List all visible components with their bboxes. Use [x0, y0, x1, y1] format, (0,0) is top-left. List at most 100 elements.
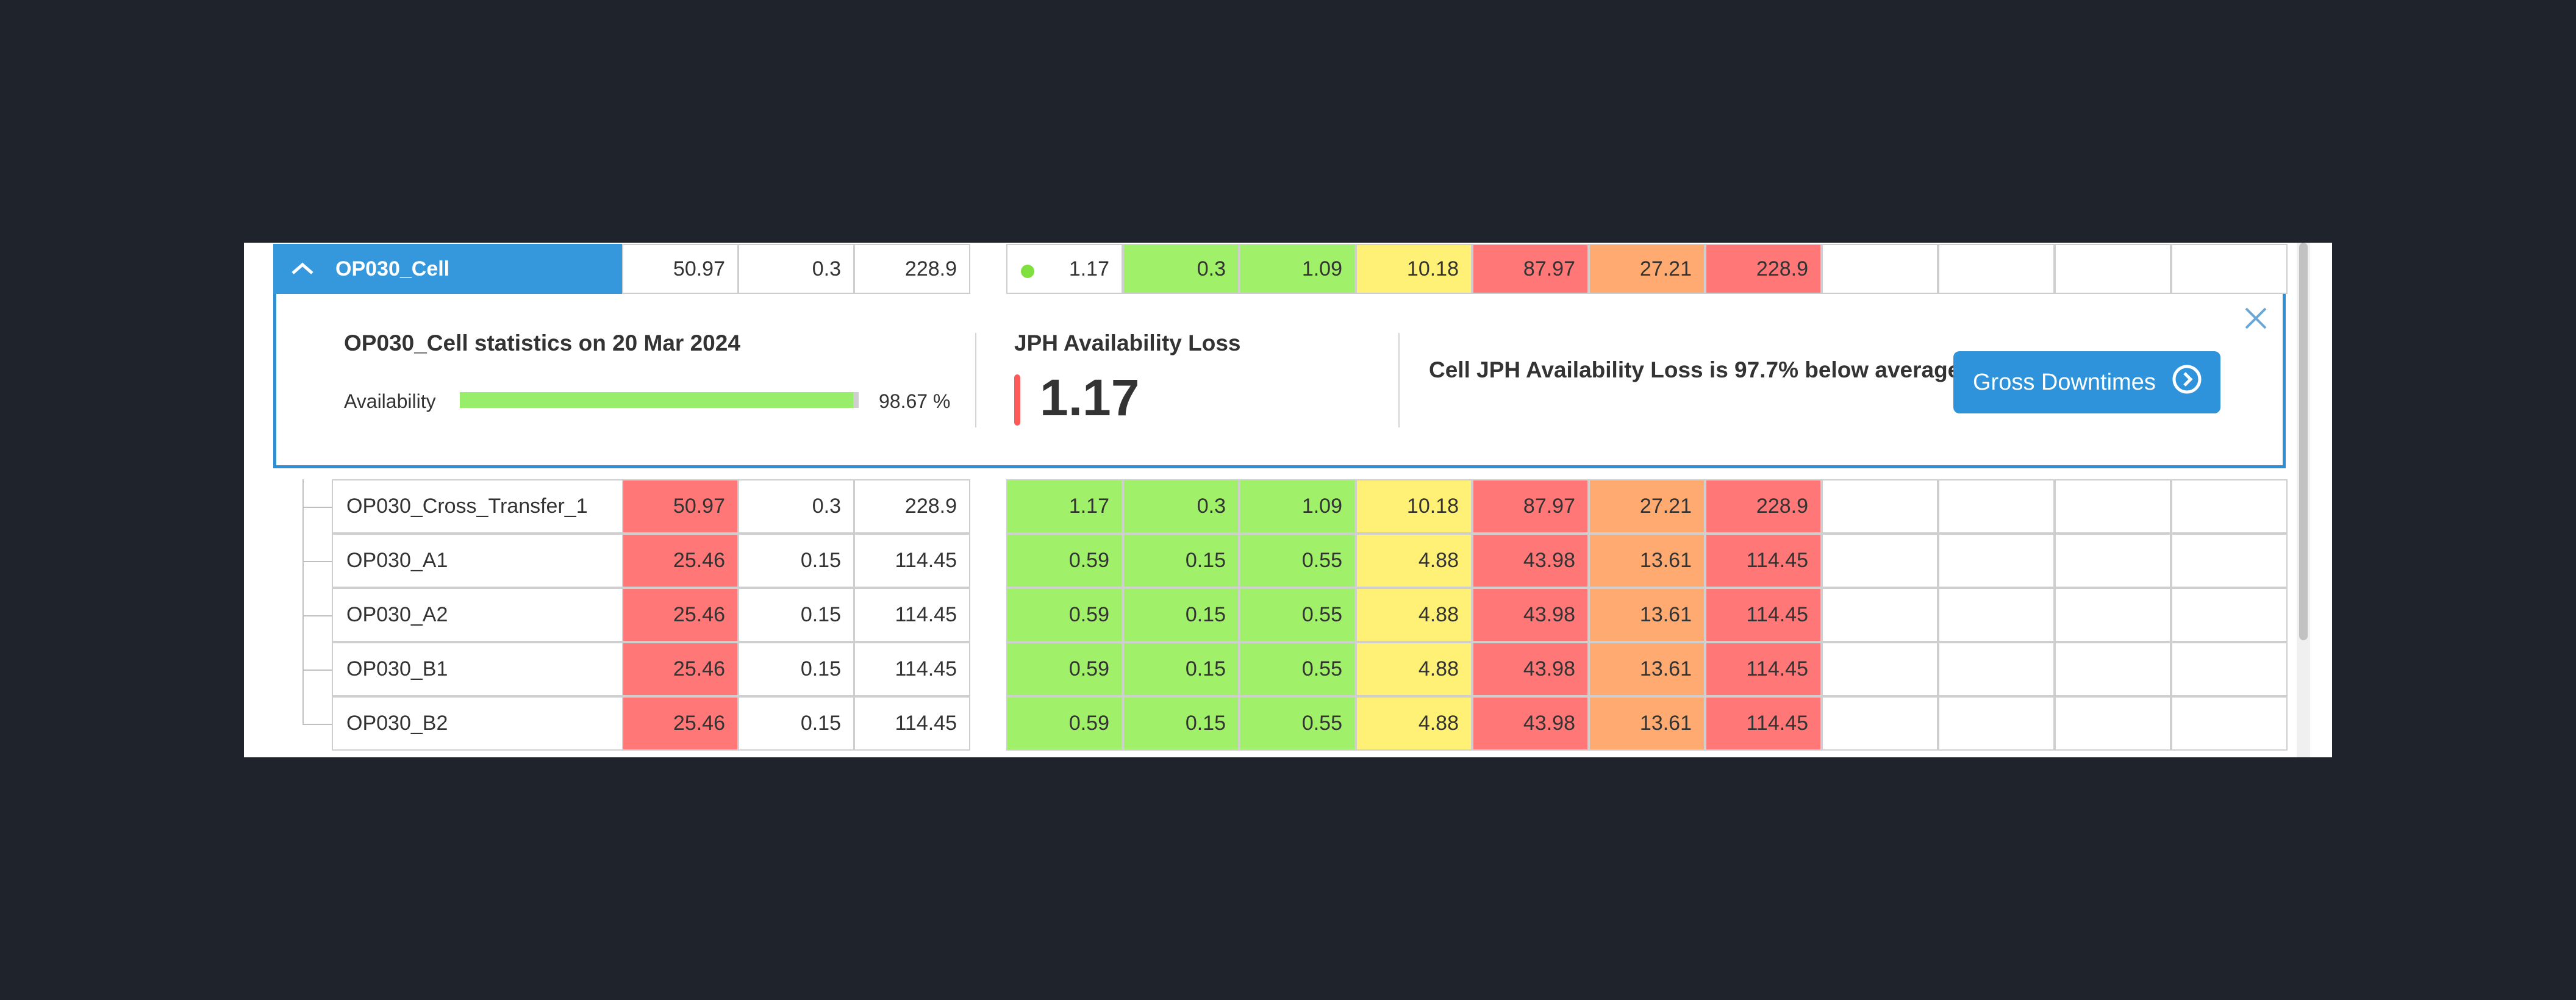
row-metric-cell: 0.59 — [1006, 642, 1123, 696]
row-metric-cell: 0.15 — [1123, 642, 1239, 696]
tree-branch — [302, 723, 332, 725]
row-value-cell: 0.15 — [738, 588, 854, 642]
header-metric-cell: 228.9 — [1705, 244, 1822, 294]
row-metric-cell: 87.97 — [1472, 479, 1589, 534]
row-metric-cell — [2055, 479, 2171, 534]
row-metric-cell: 0.15 — [1123, 696, 1239, 751]
header-metric-cell: 10.18 — [1356, 244, 1472, 294]
row-metric-cell — [1938, 534, 2055, 588]
row-metric-cell — [2171, 534, 2288, 588]
row-metric-cell: 4.88 — [1356, 534, 1472, 588]
divider — [975, 333, 976, 427]
row-metric-cell — [1938, 588, 2055, 642]
row-metric-cell — [2055, 588, 2171, 642]
row-metric-cell: 27.21 — [1589, 479, 1705, 534]
cell-loss-text: Cell JPH Availability Loss is 97.7% belo… — [1429, 357, 1961, 382]
availability-value: 98.67 % — [879, 390, 951, 412]
row-metric-cell: 43.98 — [1472, 642, 1589, 696]
tree-branch — [302, 506, 332, 508]
close-icon[interactable] — [2241, 304, 2270, 333]
row-metric-cell — [1938, 642, 2055, 696]
downtime-table-panel: OP030_Cell 50.97 0.3 228.9 1.17 0.3 1.09 10.18… — [244, 243, 2332, 757]
header-metric-cell: 1.17 — [1006, 244, 1123, 294]
row-metric-cell — [1822, 588, 1938, 642]
row-metric-cell: 0.15 — [1123, 588, 1239, 642]
header-metric-cell: 27.21 — [1589, 244, 1705, 294]
jph-accent-bar — [1014, 374, 1020, 426]
row-metric-cell: 114.45 — [1705, 534, 1822, 588]
header-value-cell: 0.3 — [738, 244, 854, 294]
chevron-right-circle-icon — [2172, 364, 2202, 401]
row-value-cell: 0.15 — [738, 696, 854, 751]
row-metric-cell: 43.98 — [1472, 588, 1589, 642]
row-metric-cell: 0.55 — [1239, 696, 1356, 751]
row-metric-cell — [1822, 479, 1938, 534]
status-dot-icon — [1021, 265, 1034, 278]
row-name-cell: OP030_Cross_Transfer_1 — [332, 479, 623, 534]
header-value-cell: 228.9 — [854, 244, 970, 294]
row-metric-cell — [2171, 696, 2288, 751]
availability-bar — [460, 392, 859, 408]
row-metric-cell — [2171, 642, 2288, 696]
row-value-cell: 0.15 — [738, 642, 854, 696]
tree-branch — [302, 560, 332, 562]
header-metric-cell — [2055, 244, 2171, 294]
row-metric-cell: 0.59 — [1006, 696, 1123, 751]
tree-trunk — [302, 479, 304, 724]
row-metric-cell: 228.9 — [1705, 479, 1822, 534]
row-value-cell: 114.45 — [854, 534, 970, 588]
row-metric-cell: 114.45 — [1705, 696, 1822, 751]
row-value-cell: 25.46 — [622, 642, 739, 696]
row-metric-cell: 1.09 — [1239, 479, 1356, 534]
row-metric-cell: 13.61 — [1589, 696, 1705, 751]
tree-branch — [302, 615, 332, 616]
row-metric-cell — [2055, 642, 2171, 696]
row-metric-cell — [1938, 479, 2055, 534]
row-metric-cell — [1938, 696, 2055, 751]
row-metric-cell: 10.18 — [1356, 479, 1472, 534]
header-value-cell: 50.97 — [622, 244, 739, 294]
row-metric-cell: 0.59 — [1006, 534, 1123, 588]
row-value-cell: 228.9 — [854, 479, 970, 534]
row-value-cell: 0.15 — [738, 534, 854, 588]
row-metric-cell: 0.55 — [1239, 534, 1356, 588]
cell-statistics-card: OP030_Cell statistics on 20 Mar 2024 Ava… — [273, 294, 2286, 468]
row-name-cell: OP030_B2 — [332, 696, 623, 751]
availability-label: Availability — [344, 390, 436, 412]
gross-downtimes-label: Gross Downtimes — [1973, 369, 2156, 395]
header-metric-cell: 87.97 — [1472, 244, 1589, 294]
row-metric-cell: 0.59 — [1006, 588, 1123, 642]
row-metric-cell: 43.98 — [1472, 696, 1589, 751]
row-metric-cell: 0.3 — [1123, 479, 1239, 534]
row-metric-cell: 114.45 — [1705, 642, 1822, 696]
row-value-cell: 25.46 — [622, 534, 739, 588]
row-metric-cell: 0.55 — [1239, 642, 1356, 696]
stats-title: OP030_Cell statistics on 20 Mar 2024 — [344, 330, 740, 355]
jph-title: JPH Availability Loss — [1014, 330, 1241, 355]
row-name-cell: OP030_A2 — [332, 588, 623, 642]
row-value-cell: 25.46 — [622, 588, 739, 642]
header-metric-cell: 1.09 — [1239, 244, 1356, 294]
row-metric-cell — [2055, 696, 2171, 751]
row-metric-cell — [1822, 696, 1938, 751]
header-row-name: OP030_Cell — [335, 257, 450, 280]
row-name-cell: OP030_A1 — [332, 534, 623, 588]
row-metric-cell: 0.15 — [1123, 534, 1239, 588]
header-metric-cell — [1822, 244, 1938, 294]
divider — [1398, 333, 1400, 427]
gross-downtimes-button[interactable]: Gross Downtimes — [1953, 351, 2220, 413]
row-metric-cell: 114.45 — [1705, 588, 1822, 642]
scrollbar-thumb[interactable] — [2299, 243, 2308, 640]
row-metric-cell: 43.98 — [1472, 534, 1589, 588]
row-value-cell: 114.45 — [854, 588, 970, 642]
row-metric-cell — [2055, 534, 2171, 588]
row-metric-cell: 0.55 — [1239, 588, 1356, 642]
expand-row-toggle[interactable]: OP030_Cell — [273, 244, 622, 294]
row-metric-cell: 4.88 — [1356, 588, 1472, 642]
row-value-cell: 25.46 — [622, 696, 739, 751]
row-value-cell: 0.3 — [738, 479, 854, 534]
header-metric-cell — [1938, 244, 2055, 294]
header-metric-cell: 0.3 — [1123, 244, 1239, 294]
availability-bar-fill — [460, 392, 854, 408]
chevron-up-icon[interactable] — [290, 257, 324, 281]
